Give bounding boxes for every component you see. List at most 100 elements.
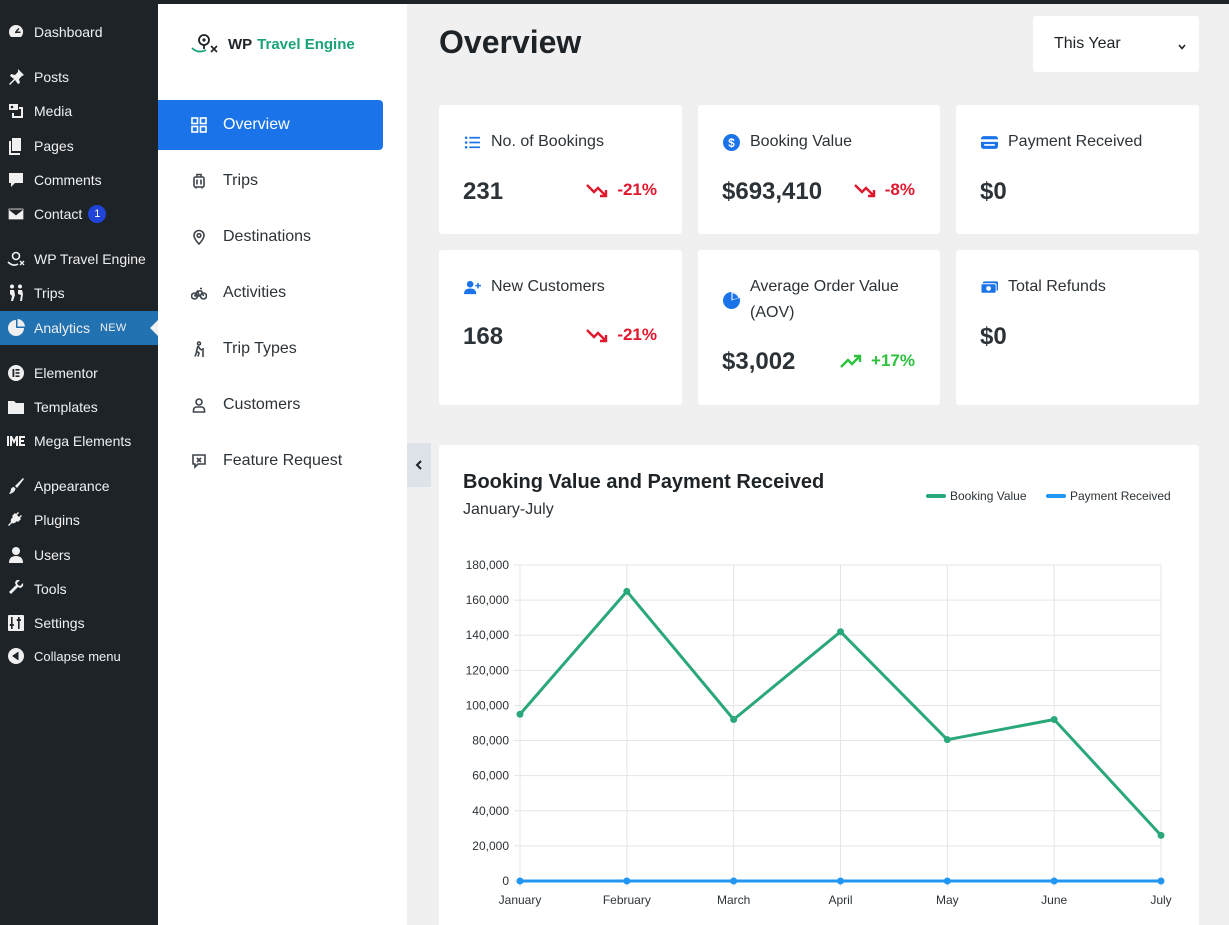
x-tick-label: April bbox=[828, 893, 852, 907]
wp-menu-item-contact[interactable]: Contact 1 bbox=[0, 197, 158, 231]
legend-swatch bbox=[1046, 494, 1066, 498]
wp-menu-item-elementor[interactable]: Elementor bbox=[0, 356, 158, 390]
pin-icon bbox=[7, 68, 25, 86]
plugin-nav-customers[interactable]: Customers bbox=[158, 380, 383, 430]
wp-menu-item-dashboard[interactable]: Dashboard bbox=[0, 15, 158, 49]
folder-icon bbox=[7, 398, 25, 416]
chart-card: 0 20,000 40,000 60,000 80,000 100,000 120,000 1… bbox=[439, 445, 1199, 925]
bookings-label: No. of Bookings bbox=[491, 133, 604, 150]
payment-received-value: $0 bbox=[980, 178, 1007, 205]
wp-menu-item-appearance[interactable]: Appearance bbox=[0, 469, 158, 503]
wp-menu-label: Dashboard bbox=[34, 24, 103, 40]
hikers-icon bbox=[7, 284, 25, 302]
new-tag: NEW bbox=[100, 322, 127, 334]
bookings-value: 231 bbox=[463, 178, 504, 205]
wp-menu-label: Trips bbox=[34, 285, 65, 301]
user-icon bbox=[7, 546, 25, 564]
dashboard-icon bbox=[7, 23, 25, 41]
comment-icon bbox=[7, 171, 25, 189]
plugin-nav-trips[interactable]: Trips bbox=[158, 156, 383, 206]
wp-menu-item-settings[interactable]: Settings bbox=[0, 606, 158, 640]
legend-swatch bbox=[926, 494, 946, 498]
data-point bbox=[1157, 831, 1165, 839]
wp-menu-item-templates[interactable]: Templates bbox=[0, 390, 158, 424]
wp-menu-label: Tools bbox=[34, 581, 67, 597]
new-customers-trend: -21% bbox=[586, 325, 657, 345]
feature-request-icon bbox=[190, 452, 208, 470]
wp-menu-label: Mega Elements bbox=[34, 433, 132, 449]
data-point bbox=[516, 877, 524, 885]
mega-elements-icon bbox=[7, 432, 25, 450]
booking-value-trend: -8% bbox=[853, 180, 915, 200]
line-chart: 0 20,000 40,000 60,000 80,000 100,000 120,000 1… bbox=[466, 558, 1172, 907]
new-customers-trend-value: -21% bbox=[617, 325, 657, 344]
y-tick-label: 40,000 bbox=[472, 804, 509, 818]
booking-value-card: $ Booking Value $693,410 -8% bbox=[698, 105, 940, 234]
new-customers-label: New Customers bbox=[491, 278, 605, 295]
data-point bbox=[516, 710, 524, 718]
data-point bbox=[943, 877, 951, 885]
wp-menu-item-pages[interactable]: Pages bbox=[0, 129, 158, 163]
pages-icon bbox=[7, 137, 25, 155]
y-tick-label: 100,000 bbox=[466, 698, 510, 712]
y-tick-label: 180,000 bbox=[466, 558, 510, 572]
wp-menu-label: Collapse menu bbox=[34, 648, 121, 664]
plugin-nav-activities[interactable]: Activities bbox=[158, 268, 383, 318]
plugin-nav-feature-request[interactable]: Feature Request bbox=[158, 436, 383, 486]
plugin-nav: WP Travel Engine Overview Trips Destinatio… bbox=[158, 4, 407, 925]
aov-trend: +17% bbox=[840, 351, 915, 371]
plugin-nav-overview[interactable]: Overview bbox=[158, 100, 383, 150]
wp-menu-label: Posts bbox=[34, 69, 70, 85]
dollar-circle-icon: $ bbox=[722, 129, 740, 155]
y-tick-label: 20,000 bbox=[472, 839, 509, 853]
wp-menu-item-users[interactable]: Users bbox=[0, 538, 158, 572]
brand-logo[interactable]: WP Travel Engine bbox=[190, 32, 355, 56]
collapse-icon bbox=[7, 647, 25, 665]
wp-menu-item-wp-travel-engine[interactable]: WP Travel Engine bbox=[0, 242, 158, 276]
plugin-nav-destinations[interactable]: Destinations bbox=[158, 212, 383, 262]
wp-menu-item-tools[interactable]: Tools bbox=[0, 572, 158, 606]
legend-label: Payment Received bbox=[1070, 489, 1171, 503]
period-select[interactable]: This Year bbox=[1033, 16, 1199, 72]
wp-menu-label: Comments bbox=[34, 172, 102, 188]
notification-badge: 1 bbox=[88, 205, 107, 223]
wp-menu-label: Analytics bbox=[34, 320, 91, 336]
person-icon bbox=[190, 396, 208, 414]
wp-menu-item-mega-elements[interactable]: Mega Elements bbox=[0, 424, 158, 458]
wp-menu-item-posts[interactable]: Posts bbox=[0, 60, 158, 94]
period-select-value: This Year bbox=[1054, 35, 1121, 52]
wp-menu-item-plugins[interactable]: Plugins bbox=[0, 503, 158, 537]
y-tick-label: 140,000 bbox=[466, 628, 510, 642]
payment-received-card: Payment Received $0 bbox=[956, 105, 1199, 234]
aov-trend-value: +17% bbox=[871, 351, 915, 370]
wp-admin-sidebar: Dashboard Posts Media Pages Comments Contact 1… bbox=[0, 0, 158, 925]
legend-booking-value[interactable]: Booking Value bbox=[926, 489, 1027, 503]
location-pin-icon bbox=[190, 228, 208, 246]
mail-icon bbox=[7, 205, 25, 223]
plugin-nav-label: Feature Request bbox=[223, 452, 343, 469]
travel-engine-icon bbox=[7, 250, 25, 268]
plugin-nav-collapse-button[interactable] bbox=[407, 443, 431, 487]
hiker-icon bbox=[190, 340, 208, 358]
plugin-nav-label: Trips bbox=[223, 172, 258, 189]
grid-icon bbox=[190, 116, 208, 134]
wp-menu-item-comments[interactable]: Comments bbox=[0, 163, 158, 197]
chevron-down-icon bbox=[1177, 39, 1187, 50]
x-tick-label: February bbox=[603, 893, 651, 907]
bookings-trend: -21% bbox=[586, 180, 657, 200]
wp-menu-item-media[interactable]: Media bbox=[0, 94, 158, 128]
wp-menu-item-analytics[interactable]: Analytics NEW bbox=[0, 311, 158, 345]
wp-menu-label: Templates bbox=[34, 399, 98, 415]
plugin-nav-label: Overview bbox=[223, 116, 290, 133]
wp-menu-label: Settings bbox=[34, 615, 85, 631]
plugin-nav-label: Activities bbox=[223, 284, 287, 301]
legend-payment-received[interactable]: Payment Received bbox=[1046, 489, 1171, 503]
wp-menu-item-trips[interactable]: Trips bbox=[0, 276, 158, 310]
trend-up-icon bbox=[840, 354, 862, 368]
plugin-nav-trip-types[interactable]: Trip Types bbox=[158, 324, 383, 374]
brand-name-part2: Travel Engine bbox=[257, 35, 355, 53]
wp-menu-item-collapse-menu[interactable]: Collapse menu bbox=[0, 639, 158, 673]
chevron-left-icon bbox=[415, 460, 422, 470]
svg-text:$: $ bbox=[728, 136, 735, 149]
legend-label: Booking Value bbox=[950, 489, 1027, 503]
